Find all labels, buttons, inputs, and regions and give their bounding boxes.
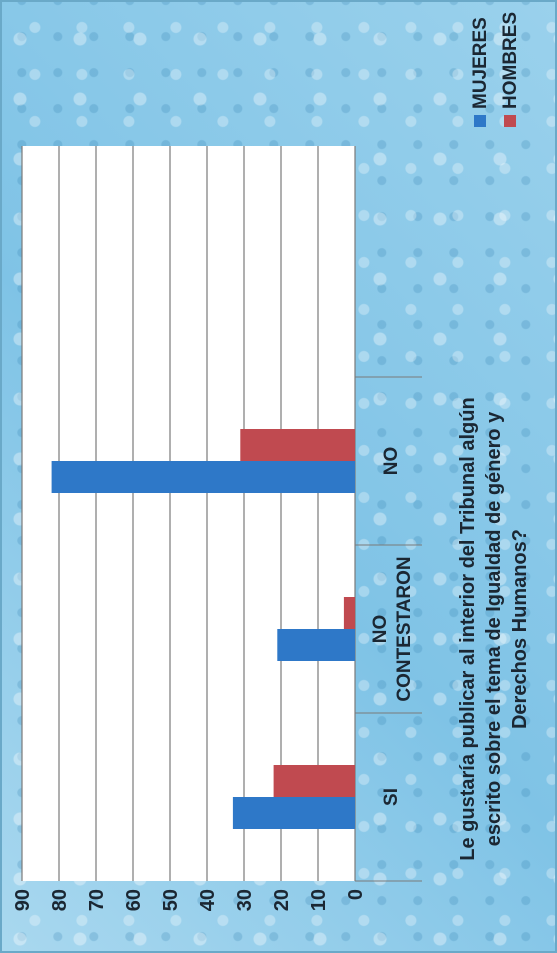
legend: MUJERES HOMBRES (470, 12, 521, 127)
y-tick-label: 10 (308, 889, 330, 911)
category-dividers (355, 376, 422, 882)
category-label: NO (370, 615, 391, 644)
y-tick-label: 90 (12, 889, 34, 911)
legend-swatch-mujeres (474, 115, 486, 127)
category-label: SI (381, 788, 402, 806)
bar-mujeres (51, 461, 355, 493)
legend-swatch-hombres (504, 115, 516, 127)
y-tick-label: 50 (160, 889, 182, 911)
x-axis-label: Le gustaría publicar al interior del Tri… (457, 397, 531, 860)
y-tick-label: 70 (86, 889, 108, 911)
plot-background (22, 146, 355, 881)
y-tick-label: 0 (345, 889, 367, 900)
y-axis-ticks: 0 10 20 30 40 50 60 70 80 90 (12, 889, 367, 911)
x-axis-label-line: escrito sobre el tema de Igualdad de gén… (483, 411, 505, 846)
category-label: NO (381, 447, 402, 476)
x-axis-label-line: Le gustaría publicar al interior del Tri… (457, 397, 479, 860)
category-label: CONTESTARON (394, 556, 415, 701)
bars (51, 429, 356, 829)
bar-hombres (240, 429, 355, 461)
y-tick-label: 80 (49, 889, 71, 911)
y-tick-label: 20 (271, 889, 293, 911)
bar-mujeres (232, 797, 355, 829)
bar-hombres (343, 597, 355, 629)
bar-mujeres (277, 629, 355, 661)
gridlines (21, 146, 356, 881)
y-tick-label: 40 (197, 889, 219, 911)
bar-hombres (273, 765, 356, 797)
y-tick-label: 30 (234, 889, 256, 911)
legend-label-hombres: HOMBRES (500, 12, 521, 109)
y-tick-label: 60 (123, 889, 145, 911)
x-axis-label-line: Derechos Humanos? (509, 529, 531, 729)
legend-label-mujeres: MUJERES (470, 17, 491, 109)
